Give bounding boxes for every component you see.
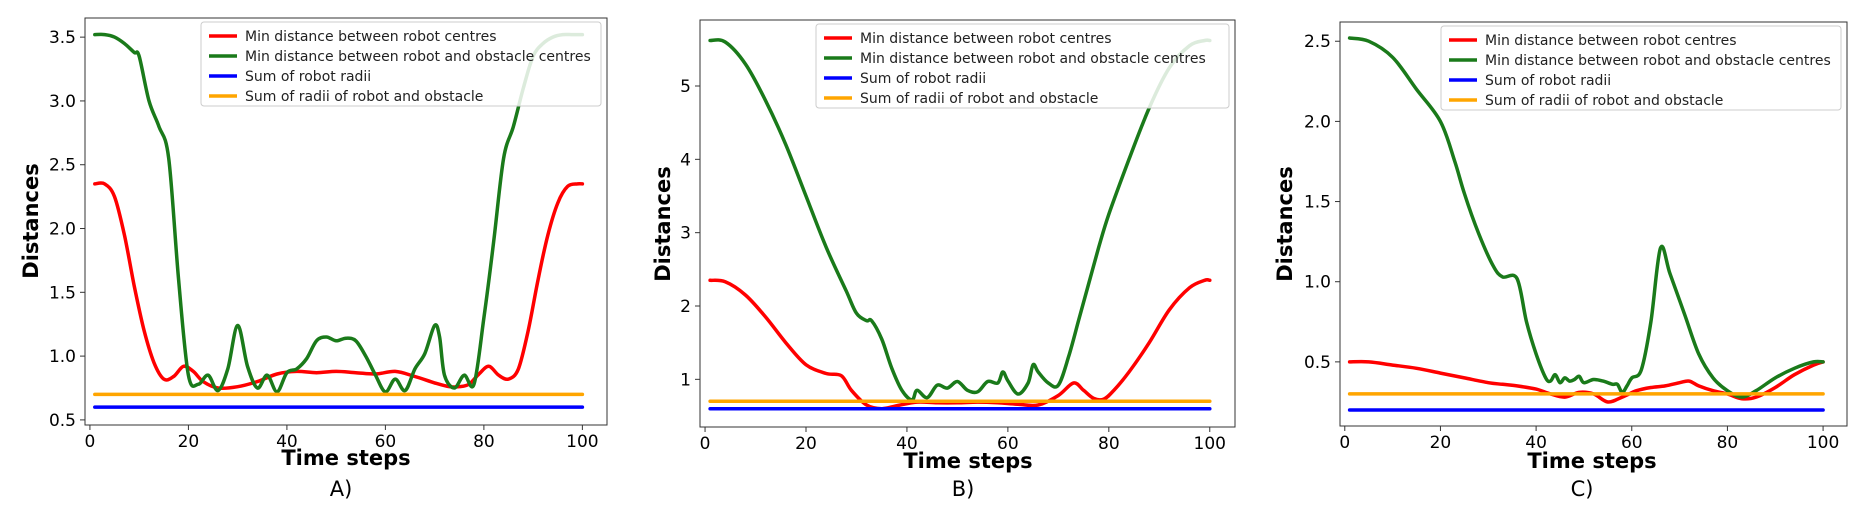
legend: Min distance between robot centres Min di…	[815, 23, 1230, 109]
x-axis-ticks: 0 20 40 60 80 100	[85, 425, 599, 452]
legend-label: Min distance between robot centres	[245, 29, 497, 45]
y-tick-label: 0.5	[49, 411, 76, 431]
x-tick-label: 80	[473, 432, 495, 452]
y-axis-label: Distances	[19, 163, 43, 278]
y-tick-label: 3.5	[49, 28, 76, 48]
legend-label: Min distance between robot centres	[860, 31, 1112, 47]
chart-panel-c: 0 20 40 60 80 100 0.5 1.0 1.5 2.0 2.5 Min distanc…	[1273, 21, 1848, 501]
legend-label: Sum of radii of robot and obstacle	[245, 89, 483, 105]
panel-caption: A)	[330, 477, 353, 501]
y-axis-label: Distances	[651, 166, 675, 281]
x-tick-label: 0	[1339, 433, 1350, 453]
y-tick-label: 4	[680, 150, 691, 170]
x-tick-label: 40	[896, 434, 918, 454]
x-tick-label: 100	[1194, 434, 1226, 454]
x-tick-label: 20	[795, 434, 817, 454]
y-tick-label: 3	[680, 224, 691, 244]
series-lines	[93, 32, 585, 409]
legend-label: Sum of radii of robot and obstacle	[1485, 93, 1723, 109]
y-axis-ticks: 1 2 3 4 5	[680, 77, 700, 390]
legend-box	[1440, 25, 1842, 111]
legend-label: Sum of robot radii	[860, 71, 986, 87]
legend-label: Min distance between robot and obstacle …	[1485, 53, 1831, 69]
legend-label: Min distance between robot and obstacle …	[245, 49, 591, 65]
y-tick-label: 1.5	[49, 283, 76, 303]
y-axis-label: Distances	[1273, 166, 1297, 281]
panel-caption: B)	[952, 477, 975, 501]
y-axis-ticks: 0.5 1.0 1.5 2.0 2.5	[1304, 32, 1340, 373]
series-lines	[708, 38, 1212, 411]
x-tick-label: 40	[276, 432, 298, 452]
y-tick-label: 2.0	[49, 220, 76, 240]
y-tick-label: 1	[680, 370, 691, 390]
series-line	[1347, 359, 1825, 404]
y-tick-label: 2.5	[1304, 32, 1331, 52]
y-tick-label: 3.0	[49, 92, 76, 112]
x-axis-label: Time steps	[1527, 449, 1656, 473]
legend-label: Min distance between robot centres	[1485, 33, 1737, 49]
x-tick-label: 60	[997, 434, 1019, 454]
y-tick-label: 1.5	[1304, 193, 1331, 213]
legend-box	[200, 21, 602, 107]
y-tick-label: 0.5	[1304, 353, 1331, 373]
y-tick-label: 2.5	[49, 156, 76, 176]
x-axis-label: Time steps	[281, 446, 410, 470]
x-tick-label: 60	[1621, 433, 1643, 453]
series-line	[93, 181, 585, 391]
x-tick-label: 80	[1098, 434, 1120, 454]
series-line	[708, 38, 1212, 402]
x-tick-label: 100	[566, 432, 598, 452]
chart-panel-a: 0 20 40 60 80 100 0.5 1.0 1.5 2.0 2.5 3.0 3.5 Min d…	[19, 17, 608, 501]
x-tick-label: 0	[700, 434, 711, 454]
x-tick-label: 100	[1807, 433, 1839, 453]
legend: Min distance between robot centres Min di…	[1440, 25, 1842, 111]
series-line	[93, 32, 585, 394]
legend-box	[815, 23, 1230, 109]
panel-caption: C)	[1571, 477, 1594, 501]
y-axis-ticks: 0.5 1.0 1.5 2.0 2.5 3.0 3.5	[49, 28, 85, 431]
series-line	[1347, 36, 1825, 399]
y-tick-label: 1.0	[49, 347, 76, 367]
x-tick-label: 40	[1525, 433, 1547, 453]
legend-label: Sum of robot radii	[1485, 73, 1611, 89]
x-tick-label: 20	[1430, 433, 1452, 453]
legend-label: Sum of robot radii	[245, 69, 371, 85]
y-tick-label: 2.0	[1304, 112, 1331, 132]
series-lines	[1347, 36, 1825, 412]
chart-panel-b: 0 20 40 60 80 100 1 2 3 4 5 Min distance between …	[651, 19, 1236, 501]
x-tick-label: 80	[1717, 433, 1739, 453]
y-tick-label: 1.0	[1304, 273, 1331, 293]
x-tick-label: 60	[375, 432, 397, 452]
x-tick-label: 0	[85, 432, 96, 452]
x-axis-ticks: 0 20 40 60 80 100	[1339, 426, 1839, 453]
x-tick-label: 20	[178, 432, 200, 452]
y-tick-label: 5	[680, 77, 691, 97]
legend-label: Min distance between robot and obstacle …	[860, 51, 1206, 67]
x-axis-ticks: 0 20 40 60 80 100	[700, 427, 1226, 454]
legend: Min distance between robot centres Min di…	[200, 21, 602, 107]
y-tick-label: 2	[680, 297, 691, 317]
legend-label: Sum of radii of robot and obstacle	[860, 91, 1098, 107]
x-axis-label: Time steps	[903, 449, 1032, 473]
